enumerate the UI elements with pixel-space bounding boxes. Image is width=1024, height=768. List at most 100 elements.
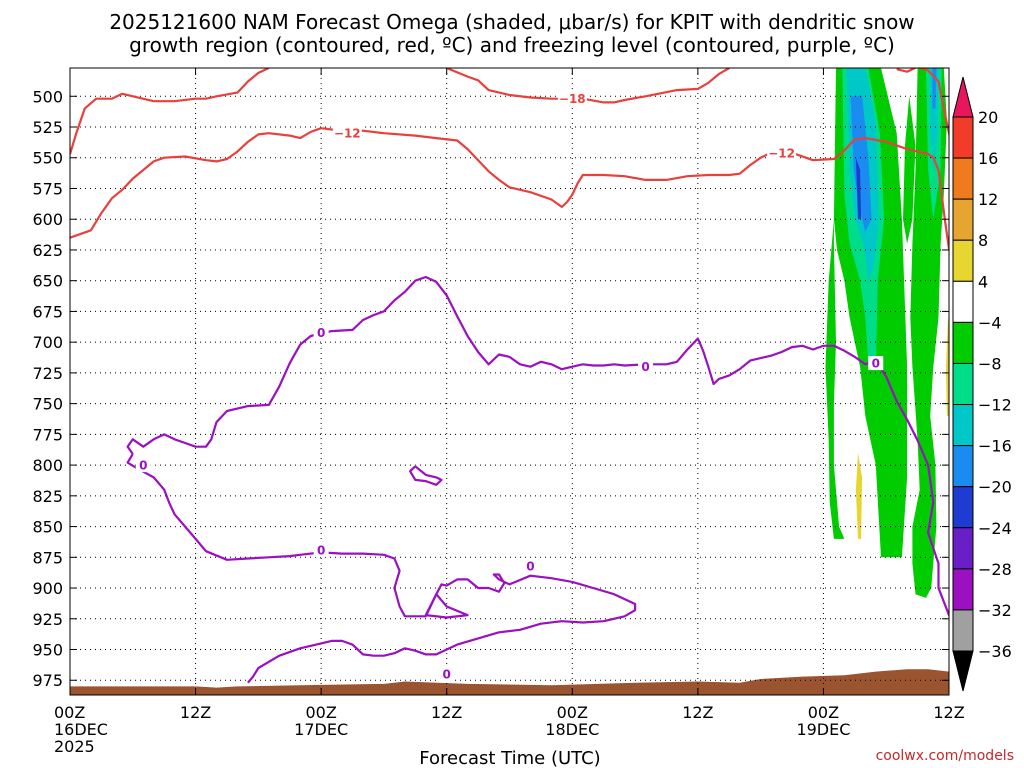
contour-label-0-0: −12	[334, 127, 361, 141]
y-tick-label-850: 850	[32, 518, 63, 537]
colorbar-swatch-11	[952, 527, 974, 570]
contour-line-0-0	[70, 68, 270, 155]
contour-line-0-3	[896, 68, 949, 139]
y-tick-label-925: 925	[32, 610, 63, 629]
x-tick-label-0-0: 00Z	[54, 703, 85, 722]
omega-shading-region-9	[855, 157, 862, 220]
colorbar-label-10: −24	[978, 519, 1012, 538]
contour-label-1-1: 0	[139, 459, 147, 473]
x-tick-label-0-1: 16DEC	[54, 720, 108, 739]
colorbar-label-11: −28	[978, 560, 1012, 579]
omega-shading-region-6	[930, 68, 939, 170]
contour-label-0-1: −18	[559, 92, 586, 106]
y-axis: 500 525 550 575 600 625 650 675 700 725 750 775 800 8…	[32, 87, 949, 690]
colorbar-label-13: −36	[978, 642, 1012, 661]
colorbar-swatch-13	[952, 609, 974, 652]
contour-label-1-4: 0	[443, 668, 451, 682]
plot-frame	[69, 67, 950, 696]
contour-label-bg-0-2	[767, 145, 797, 160]
x-tick-label-0-2: 2025	[54, 737, 95, 756]
y-tick-label-725: 725	[32, 364, 63, 383]
contour-label-bg-1-6	[868, 356, 884, 371]
y-tick-label-675: 675	[32, 302, 63, 321]
chart-title-line-2: growth region (contoured, red, ºC) and f…	[129, 33, 895, 57]
contour-line-0-2	[446, 68, 730, 104]
contour-line-1-2	[409, 465, 443, 486]
colorbar-label-12: −32	[978, 601, 1012, 620]
colorbar-label-7: −12	[978, 396, 1012, 415]
y-tick-label-550: 550	[32, 149, 63, 168]
colorbar-bottom-triangle	[952, 650, 974, 692]
colorbar-swatch-8	[952, 404, 974, 447]
contour-label-bg-1-0	[313, 325, 329, 340]
omega-shading-region-7	[850, 96, 872, 232]
colorbar-swatch-3	[952, 198, 974, 241]
colorbar-label-2: 12	[978, 190, 998, 209]
y-tick-label-900: 900	[32, 579, 63, 598]
x-axis-title: Forecast Time (UTC)	[419, 748, 600, 768]
colorbar: 20 16 12 8 4 −4 −8 −12 −16 −20 −24 −28 −32 −36	[952, 76, 1012, 692]
colorbar-swatch-7	[952, 362, 974, 406]
y-tick-label-575: 575	[32, 179, 63, 198]
contour-label-bg-1-5	[638, 359, 654, 374]
colorbar-label-6: −8	[978, 354, 1002, 373]
contour-label-1-5: 0	[641, 360, 649, 374]
credit-text: coolwx.com/models	[876, 748, 1014, 764]
contour-line-1-3	[424, 593, 469, 619]
contour-label-bg-1-4	[439, 667, 455, 682]
contour-line-1-1	[126, 275, 949, 618]
chart-title-line-1: 2025121600 NAM Forecast Omega (shaded, μ…	[109, 10, 914, 34]
omega-shading-layer	[825, 68, 949, 598]
y-tick-label-875: 875	[32, 548, 63, 567]
contour-label-bg-1-3	[522, 558, 538, 573]
colorbar-swatch-5	[952, 280, 974, 323]
y-tick-label-500: 500	[32, 87, 63, 106]
contour-label-1-0: 0	[317, 326, 325, 340]
contour-label-bg-1-1	[135, 458, 151, 473]
contour-line-0-1	[70, 127, 949, 251]
x-tick-label-48-1: 18DEC	[545, 720, 599, 739]
contour-label-bg-1-2	[313, 542, 329, 557]
contour-line-1-0	[126, 453, 637, 684]
y-tick-label-800: 800	[32, 456, 63, 475]
x-tick-label-24-1: 17DEC	[294, 720, 348, 739]
colorbar-label-5: −4	[978, 313, 1002, 332]
colorbar-swatch-4	[952, 239, 974, 282]
omega-shading-region-10	[855, 452, 863, 539]
x-tick-label-84-0: 12Z	[933, 703, 964, 722]
colorbar-swatch-2	[952, 157, 974, 200]
colorbar-swatch-6	[952, 321, 974, 364]
y-tick-label-625: 625	[32, 241, 63, 260]
y-tick-label-650: 650	[32, 272, 63, 291]
y-tick-label-775: 775	[32, 425, 63, 444]
colorbar-label-8: −16	[978, 437, 1012, 456]
colorbar-label-9: −20	[978, 478, 1012, 497]
colorbar-swatch-9	[952, 445, 974, 488]
colorbar-swatch-10	[952, 486, 974, 529]
x-tick-label-48-0: 00Z	[557, 703, 588, 722]
terrain-layer	[70, 669, 949, 695]
x-tick-label-36-0: 12Z	[431, 703, 462, 722]
contour-label-layer: −12 −18 −12 0 0 0 0 0 0 0	[135, 91, 884, 682]
y-tick-label-975: 975	[32, 671, 63, 690]
x-tick-label-60-0: 12Z	[682, 703, 713, 722]
y-tick-label-950: 950	[32, 641, 63, 660]
y-tick-label-600: 600	[32, 210, 63, 229]
colorbar-label-0: 20	[978, 108, 998, 127]
y-tick-label-750: 750	[32, 395, 63, 414]
y-tick-label-700: 700	[32, 333, 63, 352]
contour-label-1-2: 0	[317, 543, 325, 557]
colorbar-swatch-12	[952, 568, 974, 611]
colorbar-label-4: 4	[978, 272, 988, 291]
contour-label-0-2: −12	[768, 146, 795, 160]
colorbar-label-3: 8	[978, 231, 988, 250]
contour-label-bg-0-0	[332, 126, 362, 141]
omega-shading-region-2	[903, 96, 916, 244]
colorbar-label-1: 16	[978, 149, 998, 168]
contour-label-bg-0-1	[557, 91, 587, 106]
x-tick-label-72-0: 00Z	[808, 703, 839, 722]
y-tick-label-525: 525	[32, 118, 63, 137]
terrain-fill	[70, 669, 949, 695]
